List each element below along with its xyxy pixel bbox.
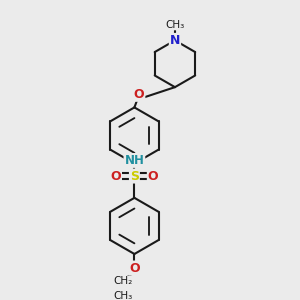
Text: O: O [129,262,140,275]
Text: NH: NH [124,154,144,167]
Text: CH₃: CH₃ [113,291,132,300]
Text: S: S [130,169,139,182]
Text: O: O [134,88,144,101]
Text: O: O [110,169,121,182]
Text: CH₃: CH₃ [165,20,184,30]
Text: N: N [170,34,180,47]
Text: O: O [148,169,158,182]
Text: CH₂: CH₂ [113,276,132,286]
